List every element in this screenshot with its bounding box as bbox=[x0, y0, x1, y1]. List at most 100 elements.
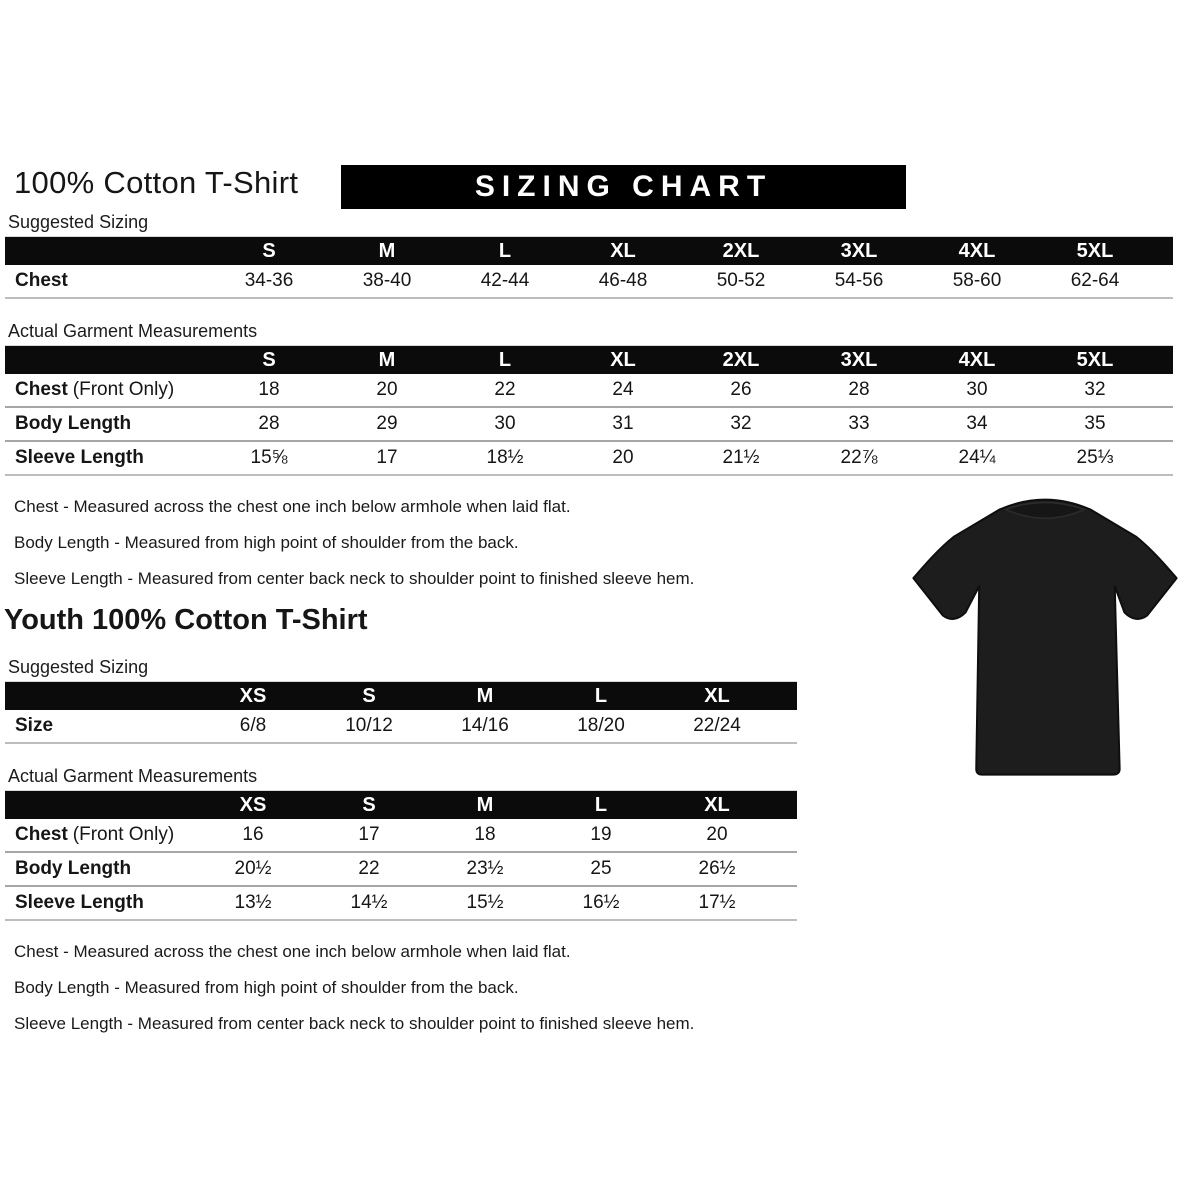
col-header: S bbox=[362, 684, 376, 707]
table-header-row: S M L XL 2XL 3XL 4XL 5XL bbox=[5, 346, 1173, 374]
table-cell: 17 bbox=[358, 824, 380, 845]
table-cell: 42-44 bbox=[480, 270, 530, 291]
adult-suggested-sizing-table: S M L XL 2XL 3XL 4XL 5XL Chest 34-36 38-… bbox=[5, 236, 1173, 299]
adult-suggested-sizing-label: Suggested Sizing bbox=[8, 212, 149, 232]
col-header: S bbox=[262, 348, 276, 371]
row-label: Body Length bbox=[15, 858, 132, 879]
table-cell: 29 bbox=[376, 413, 398, 434]
col-header: 5XL bbox=[1076, 348, 1114, 371]
col-header: XS bbox=[239, 684, 267, 707]
col-header: 3XL bbox=[840, 239, 878, 262]
col-header: XL bbox=[704, 684, 730, 707]
table-cell: 16½ bbox=[582, 892, 620, 913]
row-label: Body Length bbox=[15, 413, 132, 434]
table-cell: 31 bbox=[612, 413, 634, 434]
youth-suggested-sizing-label: Suggested Sizing bbox=[8, 657, 149, 677]
table-cell: 54-56 bbox=[834, 270, 884, 291]
table-cell: 18 bbox=[474, 824, 496, 845]
row-label: Size bbox=[15, 715, 54, 736]
table-cell: 13½ bbox=[234, 892, 272, 913]
table-row: Body Length 20½ 22 23½ 25 26½ bbox=[5, 853, 797, 887]
table-cell: 34 bbox=[966, 413, 988, 434]
youth-measurement-notes: Chest - Measured across the chest one in… bbox=[14, 934, 1200, 1042]
table-cell: 46-48 bbox=[598, 270, 648, 291]
table-cell: 26 bbox=[730, 379, 752, 400]
adult-actual-measurements-table: S M L XL 2XL 3XL 4XL 5XL Chest (Front Onl… bbox=[5, 345, 1173, 476]
table-cell: 24 bbox=[612, 379, 634, 400]
col-header: M bbox=[378, 348, 396, 371]
table-row: Chest (Front Only) 16 17 18 19 20 bbox=[5, 819, 797, 853]
table-cell: 22 bbox=[494, 379, 516, 400]
page-title: 100% Cotton T-Shirt bbox=[14, 165, 299, 200]
table-cell: 17½ bbox=[698, 892, 736, 913]
table-cell: 50-52 bbox=[716, 270, 766, 291]
table-cell: 32 bbox=[1084, 379, 1106, 400]
sizing-chart-banner: SIZING CHART bbox=[341, 165, 906, 209]
table-cell: 35 bbox=[1084, 413, 1106, 434]
col-header: M bbox=[476, 793, 494, 816]
table-cell: 6/8 bbox=[239, 715, 267, 736]
col-header: 4XL bbox=[958, 348, 996, 371]
col-header: S bbox=[362, 793, 376, 816]
table-header-row: S M L XL 2XL 3XL 4XL 5XL bbox=[5, 237, 1173, 265]
table-cell: 20 bbox=[706, 824, 728, 845]
col-header: L bbox=[594, 793, 608, 816]
table-cell: 14/16 bbox=[461, 715, 509, 736]
table-cell: 33 bbox=[848, 413, 870, 434]
table-cell: 18½ bbox=[486, 447, 524, 468]
col-header: L bbox=[594, 684, 608, 707]
table-cell: 15⅝ bbox=[250, 447, 288, 468]
note-line: Sleeve Length - Measured from center bac… bbox=[14, 569, 695, 588]
row-label: Sleeve Length bbox=[15, 447, 144, 468]
col-header: 3XL bbox=[840, 348, 878, 371]
table-cell: 20 bbox=[612, 447, 634, 468]
col-header: L bbox=[498, 239, 512, 262]
note-line: Chest - Measured across the chest one in… bbox=[14, 497, 571, 516]
table-cell: 34-36 bbox=[244, 270, 294, 291]
youth-section-title: Youth 100% Cotton T-Shirt bbox=[4, 604, 368, 636]
youth-actual-measurements-table: XS S M L XL Chest (Front Only) 16 17 18 1… bbox=[5, 790, 797, 921]
table-cell: 32 bbox=[730, 413, 752, 434]
table-cell: 62-64 bbox=[1070, 270, 1120, 291]
col-header: M bbox=[476, 684, 494, 707]
table-cell: 20 bbox=[376, 379, 398, 400]
table-cell: 18/20 bbox=[577, 715, 625, 736]
table-cell: 19 bbox=[590, 824, 612, 845]
adult-measurement-notes: Chest - Measured across the chest one in… bbox=[14, 489, 1200, 597]
table-row: Body Length 28 29 30 31 32 33 34 35 bbox=[5, 408, 1173, 442]
table-row: Chest 34-36 38-40 42-44 46-48 50-52 54-5… bbox=[5, 265, 1173, 299]
table-cell: 14½ bbox=[350, 892, 388, 913]
col-header: 2XL bbox=[722, 348, 760, 371]
table-row: Size 6/8 10/12 14/16 18/20 22/24 bbox=[5, 710, 797, 744]
col-header: XS bbox=[239, 793, 267, 816]
table-cell: 10/12 bbox=[345, 715, 393, 736]
col-header: XL bbox=[610, 239, 636, 262]
table-cell: 18 bbox=[258, 379, 280, 400]
col-header: L bbox=[498, 348, 512, 371]
youth-actual-measurements-label: Actual Garment Measurements bbox=[8, 766, 258, 786]
table-cell: 20½ bbox=[234, 858, 272, 879]
table-cell: 28 bbox=[258, 413, 280, 434]
table-cell: 25⅓ bbox=[1076, 447, 1114, 468]
content: Suggested Sizing S M L XL 2XL 3XL 4XL 5X… bbox=[0, 210, 1200, 1042]
row-label: Sleeve Length bbox=[15, 892, 144, 913]
table-header-row: XS S M L XL bbox=[5, 682, 797, 710]
note-line: Body Length - Measured from high point o… bbox=[14, 978, 519, 997]
table-cell: 30 bbox=[966, 379, 988, 400]
table-cell: 22 bbox=[358, 858, 380, 879]
table-cell: 30 bbox=[494, 413, 516, 434]
col-header: S bbox=[262, 239, 276, 262]
col-header: XL bbox=[704, 793, 730, 816]
table-cell: 28 bbox=[848, 379, 870, 400]
tshirt-photo bbox=[912, 498, 1178, 776]
col-header: XL bbox=[610, 348, 636, 371]
table-cell: 58-60 bbox=[952, 270, 1002, 291]
header: 100% Cotton T-Shirt SIZING CHART bbox=[0, 163, 1200, 209]
table-row: Sleeve Length 15⅝ 17 18½ 20 21½ 22⅞ 24¼ … bbox=[5, 442, 1173, 476]
col-header: 5XL bbox=[1076, 239, 1114, 262]
row-label: Chest bbox=[15, 270, 68, 291]
table-cell: 17 bbox=[376, 447, 398, 468]
col-header: 2XL bbox=[722, 239, 760, 262]
youth-suggested-sizing-table: XS S M L XL Size 6/8 10/12 14/16 18/20 2… bbox=[5, 681, 797, 744]
